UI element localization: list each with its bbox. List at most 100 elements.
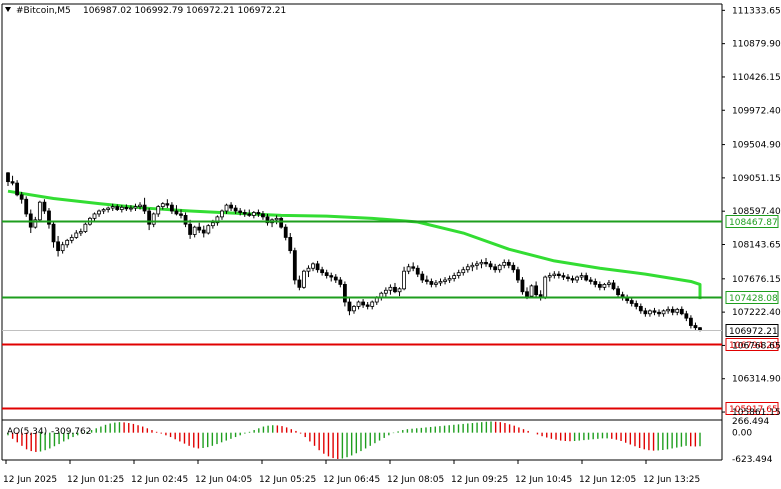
candle	[10, 175, 15, 186]
price-axis-label: 109972.40	[732, 106, 781, 116]
candle	[552, 271, 557, 279]
candle	[47, 208, 51, 229]
level-line[interactable]: 106794.20	[2, 338, 779, 352]
ao-histogram	[7, 421, 701, 459]
candle	[124, 204, 129, 211]
candle	[675, 307, 680, 316]
time-axis-label: 12 Jun 08:05	[387, 475, 444, 485]
candle	[370, 300, 375, 310]
level-price-text: 106794.20	[729, 341, 778, 351]
candle	[652, 307, 657, 316]
candle	[570, 275, 575, 283]
level-price-tag	[725, 291, 779, 304]
indicator-value-label: -309.762	[51, 427, 91, 437]
candle	[138, 202, 142, 210]
candle	[251, 211, 256, 219]
price-axis[interactable]: 111333.65 110879.90 110426.15 109972.40 1095…	[2, 6, 781, 418]
time-axis-label: 12 Jun 06:45	[323, 475, 380, 485]
level-line[interactable]: 107428.08	[2, 291, 779, 305]
time-axis-label: 12 Jun 02:45	[131, 475, 188, 485]
candle	[347, 297, 352, 316]
candle	[265, 213, 270, 226]
candle	[270, 218, 274, 228]
indicator-name-label[interactable]: AO(5,34)	[7, 427, 47, 437]
level-price-tag	[725, 402, 779, 415]
candle	[520, 277, 525, 295]
candle	[424, 275, 429, 285]
candle	[406, 263, 411, 275]
candle	[388, 284, 393, 295]
candle	[684, 310, 689, 322]
candle	[365, 302, 370, 310]
candle	[106, 206, 111, 213]
candle	[256, 209, 261, 217]
candle	[160, 202, 165, 210]
candle	[129, 205, 133, 212]
time-axis-label: 12 Jun 10:45	[515, 475, 572, 485]
candle	[688, 315, 693, 329]
candle	[611, 280, 616, 291]
candle	[538, 290, 543, 301]
price-axis-label: 109051.15	[732, 174, 781, 184]
candle	[115, 204, 120, 211]
candle	[566, 274, 570, 282]
ao-axis: 266.494 0.00 -623.494	[732, 417, 773, 465]
candle	[220, 209, 224, 220]
candle	[383, 287, 388, 298]
level-price-tag	[725, 338, 779, 351]
candle	[443, 277, 447, 285]
chart-frame	[1, 3, 723, 461]
candle	[65, 238, 70, 248]
candle	[206, 224, 211, 235]
candle	[179, 209, 183, 219]
candle	[529, 284, 534, 298]
candle	[379, 291, 384, 301]
candle	[33, 216, 38, 229]
candle	[670, 306, 675, 316]
candle	[661, 309, 666, 317]
candle	[411, 262, 416, 272]
candle	[238, 208, 243, 216]
horizontal-levels[interactable]: 108467.87 107428.08 106794.20 105917.65	[2, 215, 779, 416]
time-axis[interactable]: 12 Jun 2025 12 Jun 01:25 12 Jun 02:45 12 Ju…	[3, 460, 700, 485]
ao-axis-label: 266.494	[732, 417, 769, 427]
candle	[142, 197, 147, 214]
candle	[151, 212, 156, 228]
candle	[233, 205, 238, 214]
current-price-tag	[725, 324, 779, 337]
symbol-label[interactable]: #Bitcoin,M5	[16, 6, 71, 16]
candle	[188, 219, 193, 239]
candle	[352, 304, 356, 314]
candle	[515, 266, 520, 283]
candle	[556, 271, 561, 279]
candlestick-series	[6, 172, 702, 332]
candle	[201, 225, 206, 238]
candle	[288, 233, 293, 254]
candle	[597, 281, 602, 291]
candle	[575, 275, 579, 283]
candle	[679, 306, 684, 316]
candle	[119, 205, 124, 213]
candle	[183, 212, 188, 228]
level-line[interactable]: 108467.87	[2, 215, 779, 229]
candle	[643, 307, 648, 317]
price-axis-label: 109504.90	[732, 141, 781, 151]
time-axis-label: 12 Jun 09:25	[451, 475, 508, 485]
current-price-text: 106972.21	[729, 327, 778, 337]
candle	[6, 172, 10, 187]
candle	[283, 224, 288, 241]
candle	[338, 277, 343, 288]
candle	[456, 269, 461, 279]
ohlc-readout: 106987.02 106992.79 106972.21 106972.21	[83, 6, 286, 16]
symbol-dropdown-icon[interactable]	[5, 7, 11, 12]
price-axis-label: 108597.40	[732, 207, 781, 217]
time-axis-label: 12 Jun 01:25	[67, 475, 124, 485]
candle	[333, 274, 338, 283]
time-axis-label: 12 Jun 13:25	[643, 475, 700, 485]
candle	[584, 272, 589, 282]
candle	[511, 262, 516, 273]
level-line[interactable]: 105917.65	[2, 402, 779, 416]
candle	[638, 303, 643, 314]
